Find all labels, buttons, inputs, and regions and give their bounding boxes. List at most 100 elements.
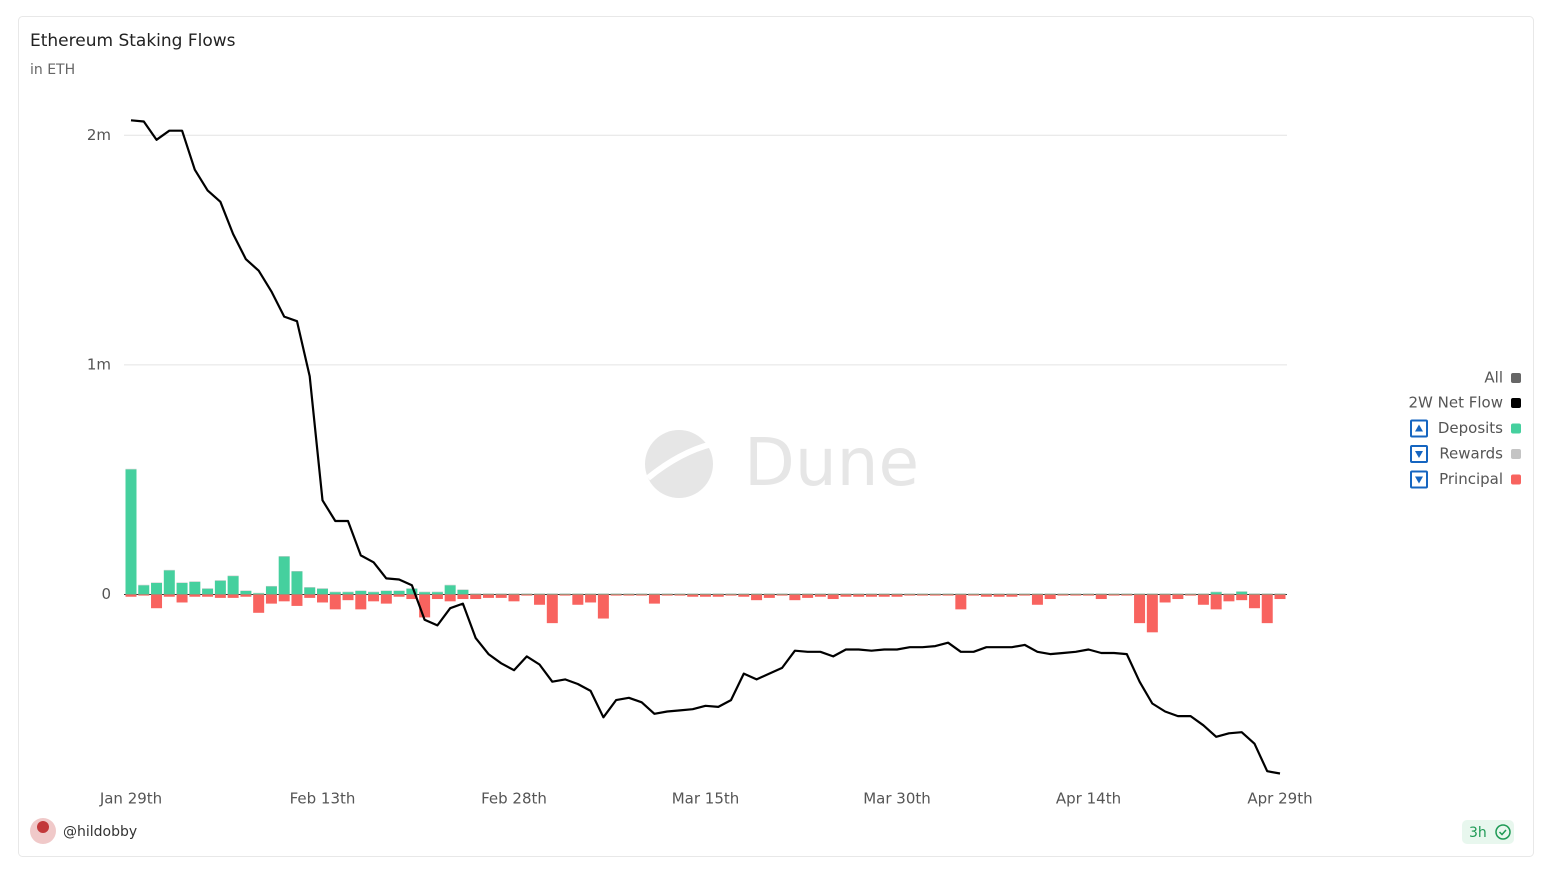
bar (1274, 593, 1286, 595)
bar (1197, 594, 1209, 605)
bar (559, 593, 571, 595)
author[interactable]: @hildobby (63, 824, 137, 840)
bar (431, 594, 443, 600)
chart-title: Ethereum Staking Flows (30, 31, 236, 51)
bar (521, 593, 533, 595)
bar (891, 593, 903, 595)
bar (980, 594, 992, 597)
bar (776, 594, 788, 596)
bar (1159, 593, 1171, 595)
bar (738, 593, 750, 595)
legend-swatch (1511, 373, 1521, 383)
bar (648, 594, 660, 604)
bar (840, 593, 852, 595)
bar (482, 593, 494, 595)
bar (1070, 594, 1082, 596)
bar (1172, 593, 1184, 595)
bar (546, 594, 558, 624)
bar (151, 582, 163, 595)
bar (1019, 594, 1031, 596)
bar (125, 469, 137, 595)
watermark-logo (645, 430, 713, 498)
bar (1146, 593, 1158, 595)
legend-item[interactable]: Deposits (1410, 419, 1521, 438)
avatar-figure (37, 821, 49, 833)
bar (610, 593, 622, 595)
bar (827, 593, 839, 595)
bar (317, 594, 328, 603)
bar (444, 594, 456, 602)
bar (406, 588, 418, 595)
bar (163, 594, 175, 597)
bar (789, 594, 801, 601)
legend-swatch (1511, 474, 1521, 485)
y-tick-label: 2m (87, 126, 111, 144)
bar (865, 593, 877, 595)
bar (406, 594, 418, 600)
bar (674, 594, 686, 596)
y-tick-label: 1m (87, 355, 111, 373)
bar (725, 593, 737, 595)
bar (980, 593, 992, 595)
legend-item[interactable]: Principal (1410, 470, 1521, 489)
bar (891, 594, 903, 597)
bar (1006, 593, 1018, 595)
legend-item[interactable]: Rewards (1410, 445, 1521, 464)
legend-label: Principal (1439, 470, 1503, 488)
legend-swatch (1511, 449, 1521, 459)
bar (559, 594, 571, 596)
bar (597, 594, 609, 619)
refresh-check (1498, 829, 1507, 836)
bar (1210, 594, 1222, 610)
footer: @hildobby 3h (30, 818, 1514, 844)
bar (1223, 594, 1235, 602)
bar (278, 594, 290, 602)
bar (1172, 594, 1184, 600)
bar (482, 594, 494, 598)
bar (725, 594, 737, 596)
bar (151, 594, 163, 609)
bar (521, 594, 533, 596)
bar (317, 588, 328, 595)
bar (597, 593, 609, 595)
bar (546, 593, 558, 595)
bar (968, 593, 980, 595)
bar (393, 590, 405, 595)
bar (878, 593, 890, 595)
bar (1006, 594, 1018, 597)
bar (470, 593, 482, 595)
bar (1236, 591, 1248, 595)
bar (1070, 593, 1082, 595)
bar (789, 593, 801, 595)
legend-item[interactable]: 2W Net Flow (1409, 394, 1521, 412)
bar (929, 593, 941, 595)
bar (853, 594, 865, 597)
bar (227, 576, 239, 595)
bar (253, 594, 265, 613)
bar (661, 594, 673, 596)
bar (1274, 594, 1286, 600)
legend-swatch (1511, 398, 1521, 408)
bar (572, 593, 584, 595)
bar (1121, 593, 1133, 595)
bar (1146, 594, 1158, 633)
bar (1031, 593, 1043, 595)
bar (1197, 593, 1209, 595)
bar (636, 594, 648, 596)
bar (942, 594, 954, 596)
bar (355, 594, 367, 610)
bar (291, 594, 303, 606)
bar (610, 594, 622, 596)
legend-toggle-arrow (1415, 476, 1423, 484)
bar (214, 580, 226, 595)
bar (1095, 594, 1107, 600)
bar (419, 592, 431, 595)
bar (189, 594, 201, 597)
bar (368, 594, 380, 602)
legend-toggle-arrow (1415, 424, 1423, 432)
bar (636, 593, 648, 595)
legend-label: 2W Net Flow (1409, 394, 1503, 412)
bar (572, 594, 584, 605)
bar (1108, 594, 1120, 596)
